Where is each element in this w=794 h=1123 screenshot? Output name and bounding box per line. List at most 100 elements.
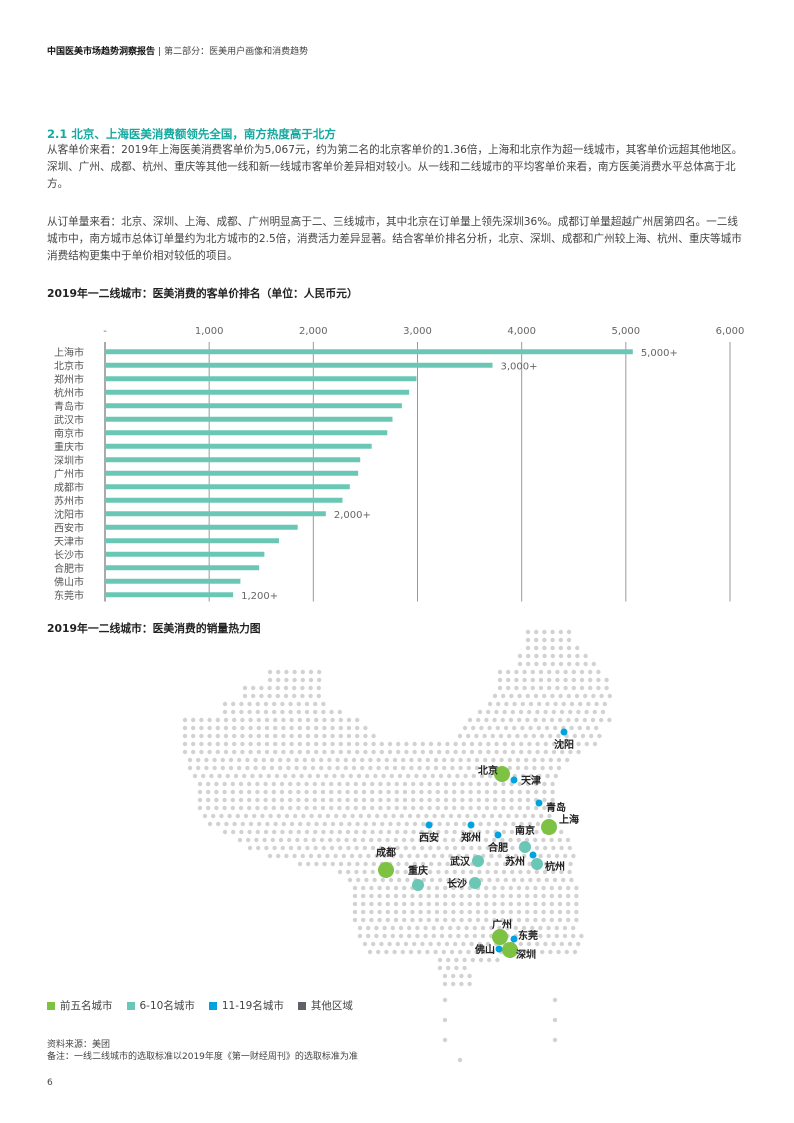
background-dot: [204, 757, 209, 763]
background-dot: [207, 821, 213, 827]
background-dot: [544, 877, 549, 883]
background-dot: [264, 733, 270, 739]
background-dot: [418, 837, 423, 843]
background-dot: [583, 653, 588, 659]
background-dot: [477, 845, 482, 851]
background-dot: [368, 765, 373, 771]
background-dot: [607, 693, 612, 699]
y-category-label: 天津市: [54, 535, 84, 548]
background-dot: [523, 949, 528, 955]
background-dot: [329, 797, 334, 803]
background-dot: [434, 893, 440, 899]
background-dot: [332, 773, 337, 779]
background-dot: [574, 885, 579, 891]
background-dot: [544, 725, 550, 731]
background-dot: [404, 749, 409, 755]
background-dot: [464, 925, 469, 931]
background-dot: [343, 757, 348, 763]
background-dot: [571, 933, 576, 939]
background-dot: [216, 821, 221, 827]
background-dot: [391, 813, 396, 819]
background-dot: [255, 781, 260, 787]
background-dot: [304, 709, 310, 715]
report-title: 中国医美市场趋势洞察报告: [47, 47, 156, 57]
background-dot: [571, 925, 576, 931]
background-dot: [474, 733, 479, 739]
background-dot: [321, 845, 326, 851]
background-dot: [240, 749, 245, 755]
background-dot: [267, 853, 273, 859]
background-dot: [337, 797, 342, 803]
background-dot: [461, 941, 466, 947]
background-dot: [368, 757, 373, 763]
background-dot: [475, 893, 481, 899]
background-dot: [232, 821, 237, 827]
background-dot: [382, 933, 387, 939]
background-dot: [212, 765, 217, 771]
background-dot: [366, 813, 372, 819]
city-bubble: [519, 841, 531, 853]
background-dot: [286, 765, 291, 771]
background-dot: [526, 869, 531, 875]
background-dot: [437, 861, 442, 867]
background-dot: [329, 709, 334, 715]
background-dot: [365, 773, 370, 779]
background-dot: [530, 685, 535, 691]
background-dot: [541, 909, 546, 915]
background-dot: [320, 781, 326, 787]
bar: [105, 538, 279, 544]
background-dot: [469, 845, 474, 851]
background-dot: [396, 749, 401, 755]
background-dot: [247, 805, 252, 811]
background-dot: [495, 877, 500, 883]
background-dot: [239, 709, 244, 715]
background-dot: [540, 949, 545, 955]
background-dot: [563, 669, 568, 675]
background-dot: [222, 805, 227, 811]
background-dot: [453, 741, 458, 747]
background-dot: [475, 917, 481, 923]
background-dot: [516, 917, 522, 923]
background-dot: [212, 757, 217, 763]
background-dot: [352, 909, 358, 915]
background-dot: [533, 885, 538, 891]
background-dot: [240, 717, 245, 723]
background-dot: [255, 805, 260, 811]
background-dot: [423, 853, 428, 859]
bar: [105, 403, 402, 409]
background-dot: [519, 821, 524, 827]
background-dot: [233, 773, 239, 779]
background-dot: [499, 757, 504, 763]
background-dot: [559, 941, 564, 947]
background-dot: [536, 725, 541, 731]
background-dot: [338, 733, 343, 739]
background-dot: [545, 701, 550, 707]
background-dot: [517, 653, 523, 659]
background-dot: [478, 749, 483, 755]
background-dot: [354, 869, 359, 875]
background-dot: [451, 837, 456, 843]
background-dot: [494, 709, 499, 715]
background-dot: [396, 861, 401, 867]
background-dot: [381, 773, 386, 779]
background-dot: [568, 709, 573, 715]
background-dot: [191, 741, 196, 747]
background-dot: [505, 925, 510, 931]
background-dot: [530, 677, 535, 683]
background-dot: [289, 741, 294, 747]
background-dot: [240, 733, 245, 739]
background-dot: [528, 877, 533, 883]
background-dot: [457, 733, 463, 739]
background-dot: [440, 813, 445, 819]
background-dot: [543, 749, 548, 755]
background-dot: [407, 813, 413, 819]
background-dot: [279, 789, 285, 795]
background-dot: [299, 773, 304, 779]
background-dot: [501, 693, 506, 699]
background-dot: [462, 725, 468, 731]
background-dot: [330, 821, 336, 827]
background-dot: [306, 821, 311, 827]
background-dot: [284, 677, 289, 683]
background-dot: [352, 837, 357, 843]
background-dot: [228, 765, 234, 771]
